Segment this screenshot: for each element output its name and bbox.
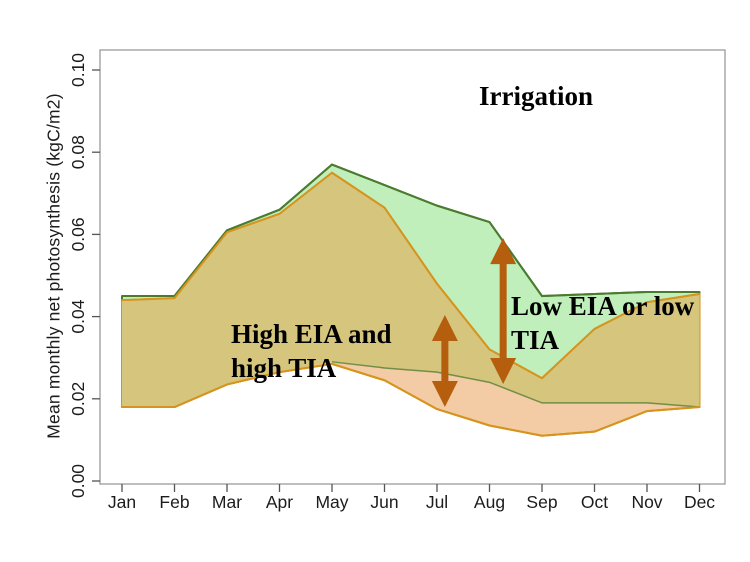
low-eia-arrow <box>490 238 517 385</box>
annotation-high-eia-line1: High EIA and <box>231 319 392 349</box>
y-tick-label: 0.02 <box>68 382 88 416</box>
x-tick-label: Feb <box>159 492 189 512</box>
x-tick-label: Jul <box>426 492 448 512</box>
green-lower-line <box>331 361 700 408</box>
x-tick-label: Jun <box>370 492 398 512</box>
annotation-high-eia: High EIA and high TIA <box>231 317 392 385</box>
orange-lower-line <box>122 362 700 437</box>
x-tick-label: Apr <box>266 492 293 512</box>
y-tick-label: 0.04 <box>68 299 88 333</box>
x-tick-label: May <box>315 492 348 512</box>
orange-upper-line <box>121 171 700 380</box>
annotation-low-eia: Low EIA or low TIA <box>511 289 694 357</box>
annotation-low-eia-line1: Low EIA or low <box>511 291 695 321</box>
x-tick-label: Mar <box>212 492 242 512</box>
annotation-irrigation-text: Irrigation <box>479 81 593 111</box>
x-tick-label: Aug <box>474 492 505 512</box>
x-tick-label: Jan <box>108 492 136 512</box>
x-tick-label: Oct <box>581 492 608 512</box>
annotation-irrigation: Irrigation <box>479 79 593 113</box>
y-tick-label: 0.08 <box>68 135 88 169</box>
x-tick-label: Nov <box>631 492 662 512</box>
annotation-high-eia-line2: high TIA <box>231 353 337 383</box>
plot-box <box>99 49 726 485</box>
overlap-area <box>122 172 700 408</box>
y-axis-label: Mean monthly net photosynthesis (kgC/m2) <box>43 93 64 439</box>
annotation-low-eia-line2: TIA <box>511 325 560 355</box>
x-tick-label: Sep <box>526 492 557 512</box>
green-upper-line <box>122 163 700 298</box>
y-tick-label: 0.00 <box>68 464 88 498</box>
y-tick-label: 0.06 <box>68 217 88 251</box>
y-tick-label: 0.10 <box>68 53 88 87</box>
x-tick-label: Dec <box>684 492 715 512</box>
high-eia-arrow <box>431 314 458 408</box>
